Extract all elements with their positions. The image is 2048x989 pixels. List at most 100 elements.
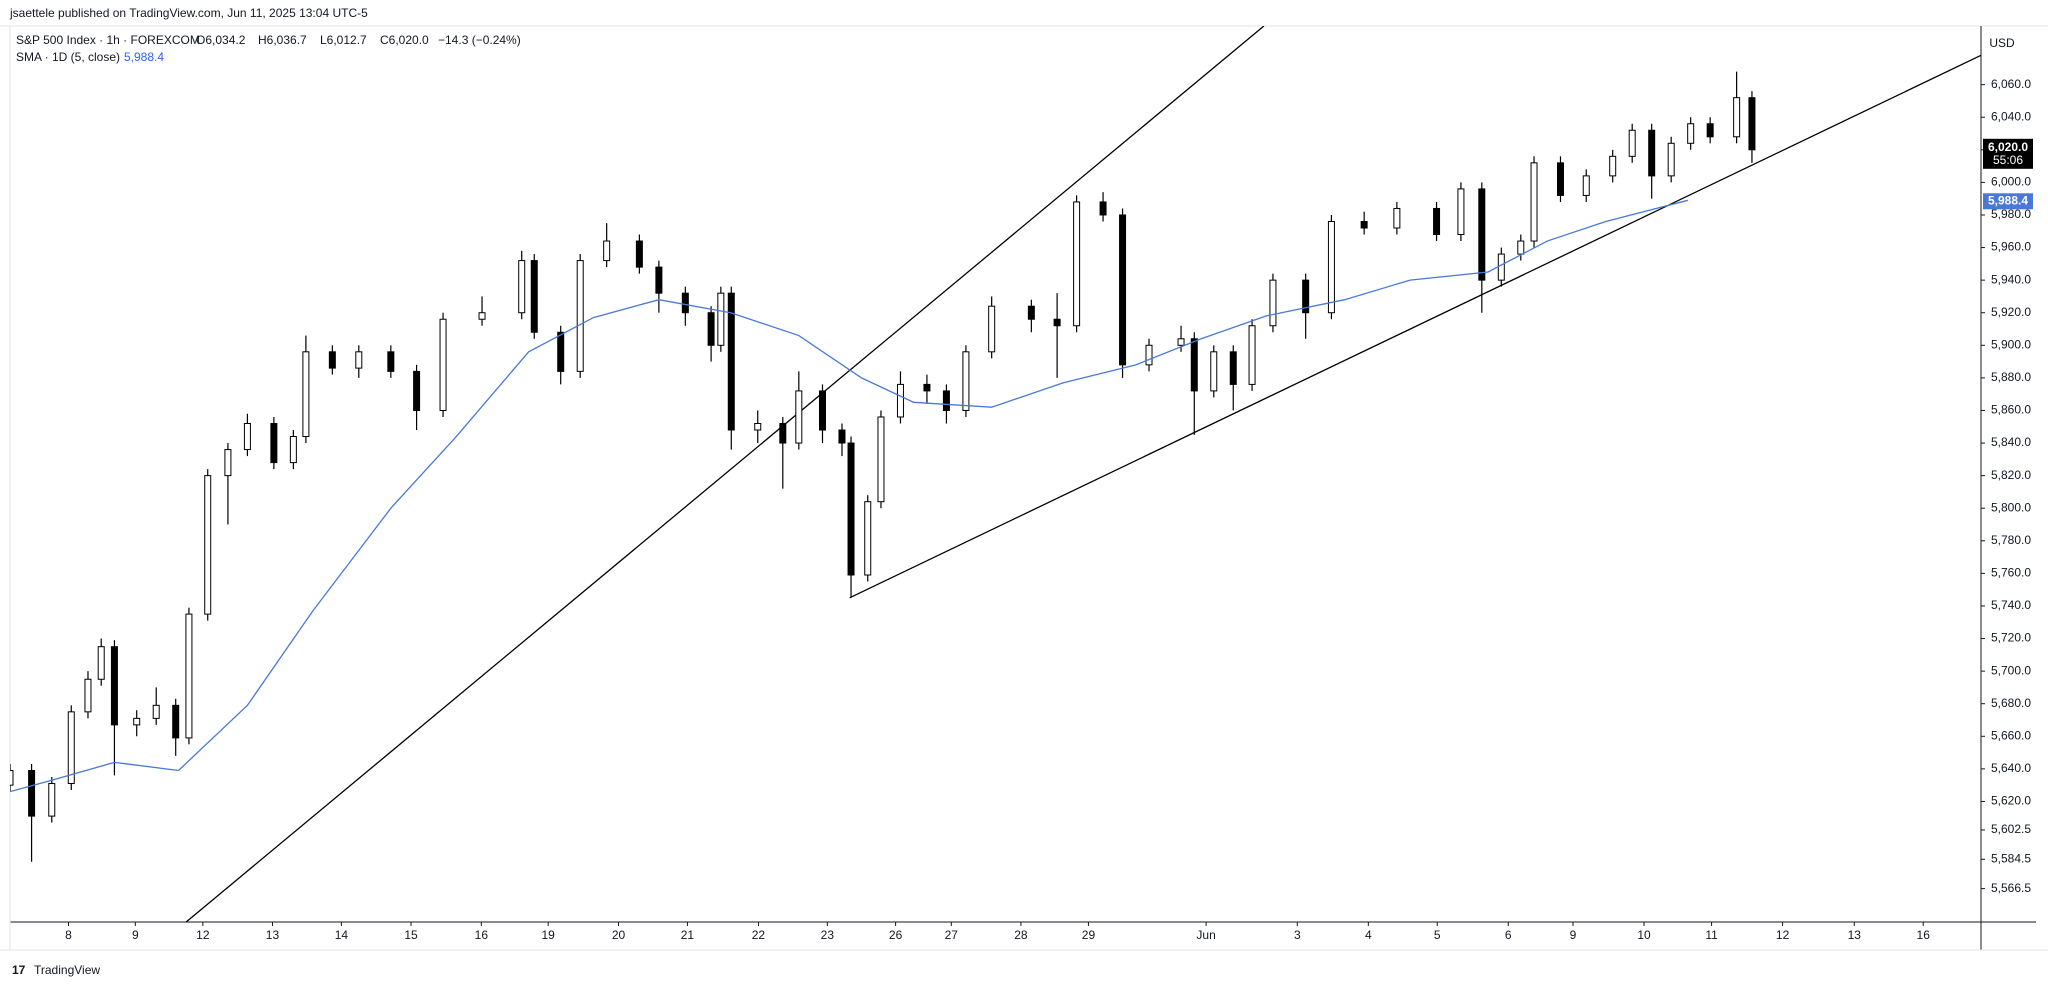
x-tick-label: 29 bbox=[1082, 928, 1096, 942]
candle-body bbox=[1190, 338, 1198, 392]
y-tick-label: 5,700.0 bbox=[1991, 663, 2031, 677]
x-tick-label: 21 bbox=[681, 928, 695, 942]
logo: 17 bbox=[12, 963, 26, 977]
candle-body bbox=[1177, 338, 1185, 346]
candle-body bbox=[270, 422, 278, 464]
candle-body bbox=[1360, 220, 1368, 229]
y-tick-label: 5,640.0 bbox=[1991, 761, 2031, 775]
candle-body bbox=[1027, 305, 1035, 320]
candle-body bbox=[67, 711, 75, 785]
candle-body bbox=[328, 351, 336, 369]
candle-body bbox=[1609, 155, 1617, 177]
x-tick-label: 23 bbox=[821, 928, 835, 942]
candle-body bbox=[1053, 318, 1061, 327]
candle-body bbox=[1706, 123, 1714, 138]
candle-body bbox=[847, 442, 855, 576]
candle-body bbox=[1248, 325, 1256, 385]
open: O6,034.2 bbox=[196, 33, 246, 47]
candle-body bbox=[439, 318, 447, 411]
x-tick-label: 5 bbox=[1434, 928, 1441, 942]
legend: S&P 500 Index · 1h · FOREXCOM O6,034.2 H… bbox=[16, 33, 521, 64]
candle-body bbox=[1530, 162, 1538, 242]
candle-body bbox=[1210, 351, 1218, 392]
candle-body bbox=[576, 260, 584, 372]
candle-body bbox=[1073, 201, 1081, 327]
x-tick-label: 11 bbox=[1705, 928, 1718, 942]
candle-body bbox=[1145, 344, 1153, 366]
brand: 17 bbox=[12, 963, 26, 977]
brand-name[interactable]: TradingView bbox=[34, 963, 100, 977]
candle-body bbox=[289, 436, 297, 464]
y-tick-label: 5,780.0 bbox=[1991, 533, 2031, 547]
candle-body bbox=[707, 312, 715, 346]
close: C6,020.0 bbox=[380, 33, 429, 47]
x-tick-label: 13 bbox=[266, 928, 280, 942]
y-tick-label: 5,680.0 bbox=[1991, 696, 2031, 710]
x-tick-label: 8 bbox=[65, 928, 72, 942]
plot-area bbox=[10, 26, 1981, 922]
candle-body bbox=[1648, 129, 1656, 177]
candle-body bbox=[10, 769, 14, 786]
candle-body bbox=[1119, 214, 1127, 366]
candle-body bbox=[224, 449, 232, 477]
y-tick-label: 5,960.0 bbox=[1991, 240, 2031, 254]
y-tick-label: 5,602.5 bbox=[1991, 822, 2031, 836]
y-tick-label: 5,740.0 bbox=[1991, 598, 2031, 612]
candle-body bbox=[818, 390, 826, 431]
x-tick-label: 27 bbox=[945, 928, 959, 942]
candle-body bbox=[28, 769, 36, 817]
candle-body bbox=[779, 422, 787, 444]
candle-body bbox=[355, 351, 363, 369]
x-tick-label: 6 bbox=[1505, 928, 1512, 942]
x-tick-label: 26 bbox=[889, 928, 903, 942]
low: L6,012.7 bbox=[320, 33, 367, 47]
x-tick-label: 12 bbox=[196, 928, 210, 942]
candle-body bbox=[838, 429, 846, 444]
y-tick-label: 5,720.0 bbox=[1991, 631, 2031, 645]
x-tick-label: 16 bbox=[1917, 928, 1931, 942]
x-tick-label: 16 bbox=[475, 928, 489, 942]
x-tick-label: 13 bbox=[1848, 928, 1862, 942]
symbol: S&P 500 Index · 1h · FOREXCOM bbox=[16, 33, 200, 47]
currency[interactable]: USD bbox=[1989, 36, 2015, 50]
candle-body bbox=[1517, 240, 1525, 255]
y-tick-label: 6,040.0 bbox=[1991, 109, 2031, 123]
indicator-value: 5,988.4 bbox=[124, 50, 164, 64]
candle-body bbox=[1628, 129, 1636, 157]
candle-body bbox=[1327, 220, 1335, 314]
candle-body bbox=[133, 717, 141, 726]
x-tick-label: 4 bbox=[1365, 928, 1372, 942]
countdown: 55:06 bbox=[1993, 153, 2023, 167]
candle-body bbox=[1748, 97, 1756, 151]
trend-line bbox=[849, 54, 1981, 599]
candle-body bbox=[727, 292, 735, 431]
y-tick-label: 5,584.5 bbox=[1991, 851, 2031, 865]
candle-body bbox=[681, 292, 689, 314]
candle-body bbox=[1302, 279, 1310, 314]
y-tick-label: 5,940.0 bbox=[1991, 272, 2031, 286]
publisher: jsaettele published on TradingView.com, … bbox=[9, 6, 368, 20]
x-tick-label: 28 bbox=[1014, 928, 1028, 942]
candle-body bbox=[1269, 279, 1277, 327]
x-tick-label: 12 bbox=[1776, 928, 1790, 942]
y-tick-label: 5,880.0 bbox=[1991, 370, 2031, 384]
candle-body bbox=[1556, 162, 1564, 196]
candle-body bbox=[48, 783, 56, 817]
y-tick-label: 5,840.0 bbox=[1991, 435, 2031, 449]
candle-body bbox=[387, 351, 395, 372]
sma-line bbox=[10, 199, 1689, 793]
candle-body bbox=[864, 501, 872, 576]
candle-body bbox=[1457, 188, 1465, 236]
candle-body bbox=[1478, 188, 1486, 281]
candle-body bbox=[1733, 97, 1741, 138]
x-tick-label: 20 bbox=[612, 928, 626, 942]
x-tick-label: 9 bbox=[132, 928, 139, 942]
candle-body bbox=[635, 240, 643, 268]
candle-body bbox=[1497, 253, 1505, 281]
x-tick-label: 15 bbox=[404, 928, 418, 942]
candle-body bbox=[185, 613, 193, 739]
candle-body bbox=[110, 646, 118, 726]
candle-body bbox=[243, 422, 251, 451]
